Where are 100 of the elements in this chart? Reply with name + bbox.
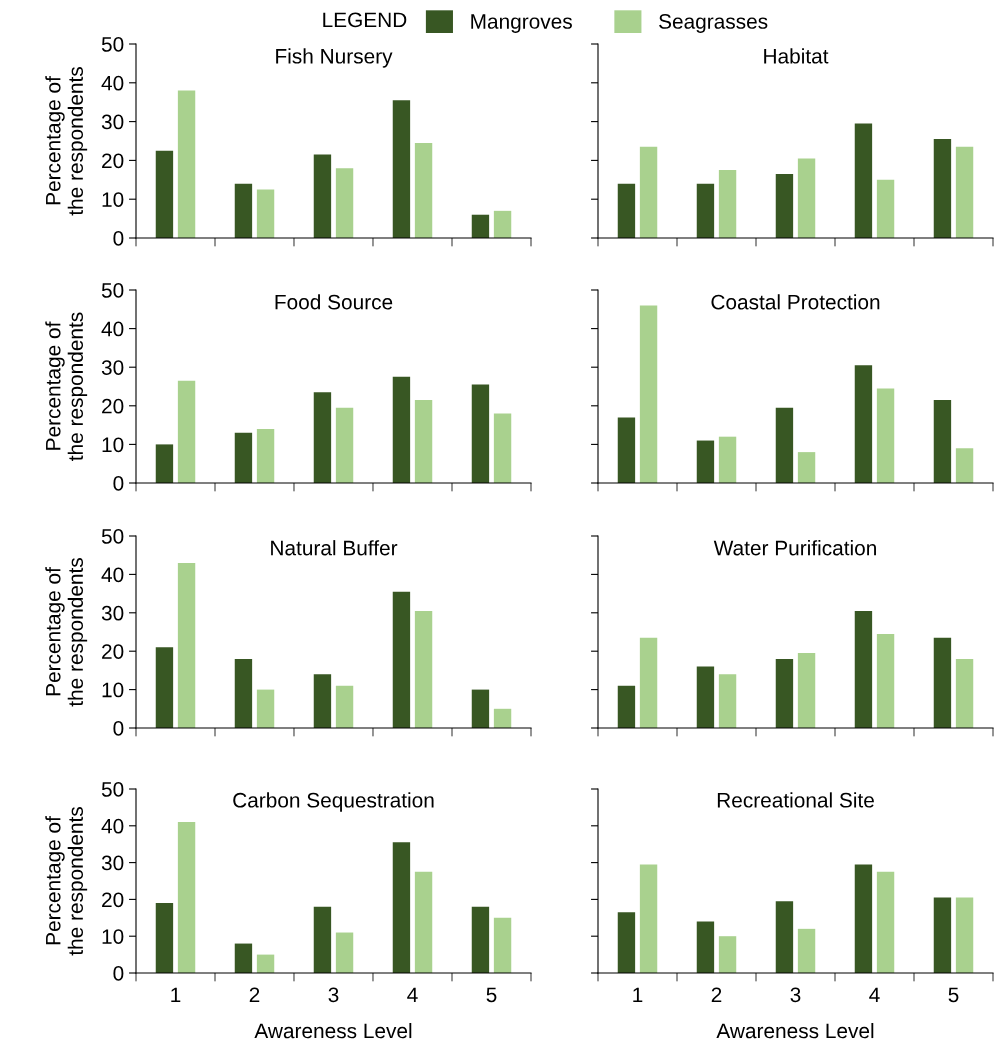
bar xyxy=(696,666,715,728)
bar xyxy=(335,168,354,238)
y-axis-title: Percentage of the respondents xyxy=(45,807,88,956)
bar xyxy=(955,448,974,483)
bar xyxy=(177,380,196,483)
y-tick-label: 30 xyxy=(101,360,124,375)
bar xyxy=(313,392,332,483)
bar xyxy=(177,90,196,238)
y-tick-label: 40 xyxy=(101,75,124,91)
bar xyxy=(718,436,737,483)
y-tick-label: 30 xyxy=(101,855,124,871)
bar xyxy=(392,842,411,973)
bar xyxy=(313,154,332,238)
bar xyxy=(155,150,174,238)
y-tick-label: 20 xyxy=(102,153,124,169)
chart-title: Natural Buffer xyxy=(271,540,398,556)
bar xyxy=(234,183,253,238)
bar xyxy=(392,100,411,238)
bar xyxy=(471,906,490,973)
bar xyxy=(471,689,490,728)
y-tick-label: 40 xyxy=(101,567,124,583)
chart-title: Coastal Protection xyxy=(711,294,880,310)
y-tick-label: 20 xyxy=(102,644,124,659)
bar xyxy=(854,123,873,238)
y-tick-label: 0 xyxy=(113,966,124,981)
bar xyxy=(256,428,275,483)
bar xyxy=(234,943,253,973)
bar xyxy=(617,912,636,973)
y-tick-label: 10 xyxy=(102,929,124,944)
bar xyxy=(797,653,816,728)
bar xyxy=(797,452,816,483)
bar xyxy=(696,921,715,973)
y-axis-title: Percentage of the respondents xyxy=(45,558,88,707)
bar xyxy=(696,440,715,483)
bar xyxy=(234,658,253,728)
chart-title: Food Source xyxy=(275,294,393,310)
bar xyxy=(335,407,354,483)
bar xyxy=(955,897,974,973)
x-axis-title: Awareness Level xyxy=(716,1022,874,1039)
bar xyxy=(775,901,794,973)
x-tick-label: 1 xyxy=(633,987,643,1002)
bar xyxy=(177,822,196,973)
bar xyxy=(639,637,658,728)
bar xyxy=(256,689,275,728)
legend-label: Mangroves xyxy=(471,14,572,33)
y-tick-label: 50 xyxy=(101,782,124,797)
x-tick-label: 4 xyxy=(869,987,880,1002)
y-tick-label: 0 xyxy=(113,231,124,246)
bar xyxy=(797,158,816,238)
bar xyxy=(617,417,636,483)
chart-title: Recreational Site xyxy=(717,792,874,808)
y-tick-label: 30 xyxy=(101,114,124,130)
y-axis-title: Percentage of the respondents xyxy=(45,67,88,216)
bar xyxy=(639,146,658,238)
x-tick-label: 2 xyxy=(711,987,722,1002)
bar xyxy=(775,407,794,483)
bar xyxy=(471,384,490,483)
y-tick-label: 50 xyxy=(101,529,124,544)
bar xyxy=(639,864,658,973)
y-tick-label: 10 xyxy=(102,437,124,453)
bar xyxy=(854,365,873,483)
y-axis-title: Percentage of the respondents xyxy=(45,312,88,461)
bar xyxy=(876,179,895,238)
bar xyxy=(177,562,196,728)
bar xyxy=(876,388,895,483)
bar xyxy=(414,871,433,973)
bar xyxy=(414,610,433,728)
bar xyxy=(414,400,433,483)
bar xyxy=(639,305,658,483)
bar xyxy=(955,146,974,238)
chart-title: Fish Nursery xyxy=(276,48,393,68)
bar xyxy=(933,637,952,728)
x-tick-label: 3 xyxy=(790,987,801,1003)
bar xyxy=(335,932,354,973)
bar xyxy=(335,685,354,728)
bar xyxy=(933,400,952,483)
bar xyxy=(493,413,512,483)
y-tick-label: 0 xyxy=(113,476,124,491)
bar xyxy=(933,897,952,973)
y-tick-label: 20 xyxy=(102,892,124,908)
x-axis-title: Awareness Level xyxy=(254,1022,412,1039)
bar xyxy=(718,936,737,973)
y-tick-label: 50 xyxy=(101,37,124,52)
x-tick-label: 1 xyxy=(171,987,181,1002)
bar xyxy=(493,917,512,973)
bar xyxy=(313,906,332,973)
y-tick-label: 10 xyxy=(102,192,124,207)
bar xyxy=(155,647,174,728)
y-tick-label: 20 xyxy=(102,398,124,414)
y-tick-label: 50 xyxy=(101,283,124,298)
chart-title: Carbon Sequestration xyxy=(233,792,434,812)
bar xyxy=(797,928,816,973)
bar xyxy=(392,591,411,728)
x-tick-label: 4 xyxy=(407,987,418,1002)
x-tick-label: 5 xyxy=(948,987,959,1003)
bar xyxy=(696,183,715,238)
legend-title: LEGEND xyxy=(323,12,407,28)
bar xyxy=(155,444,174,483)
bar xyxy=(854,610,873,728)
bar xyxy=(256,189,275,238)
